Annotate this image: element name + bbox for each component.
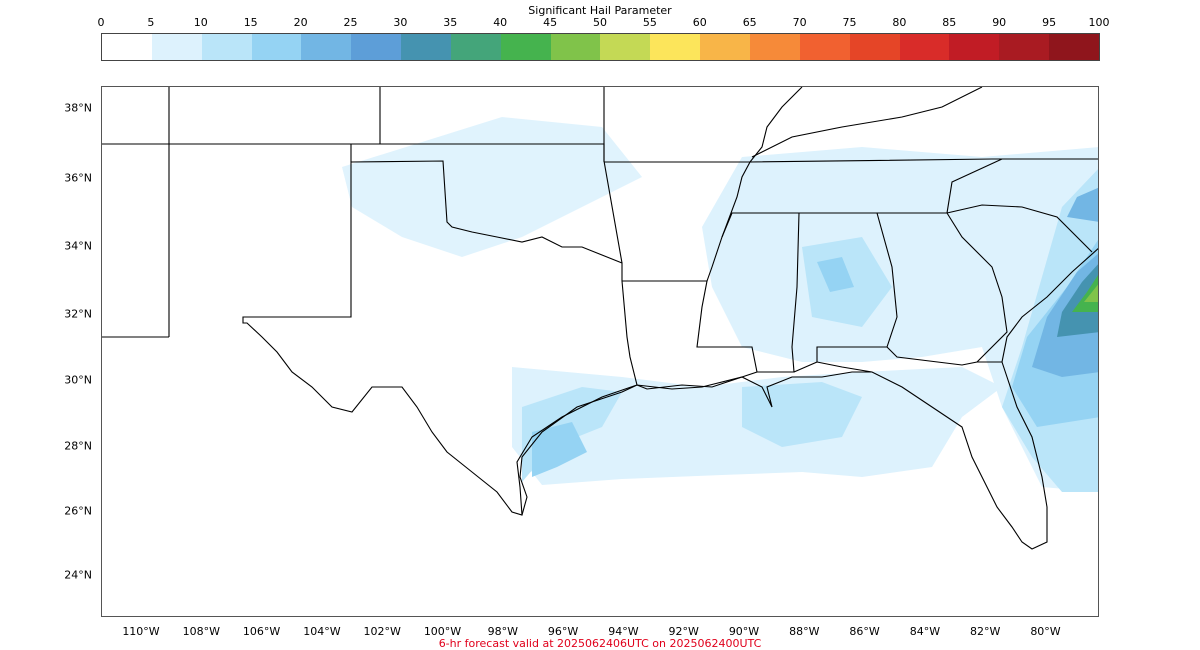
colorbar-tick-label: 75: [842, 16, 857, 29]
colorbar-tick-label: 5: [147, 16, 155, 29]
nc-va-line: [946, 158, 1003, 214]
lat-label: 38°N: [64, 101, 92, 115]
colorbar-tick-label: 65: [742, 16, 757, 29]
forecast-footer: 6-hr forecast valid at 2025062406UTC on …: [438, 637, 762, 650]
colorbar-segment: [749, 34, 800, 60]
lat-label: 24°N: [64, 568, 92, 582]
lon-label: 110°W: [122, 625, 160, 638]
lon-label: 92°W: [668, 625, 699, 638]
lon-label: 102°W: [363, 625, 401, 638]
lat-label: 32°N: [64, 307, 92, 321]
colorbar-tick-label: 100: [1088, 16, 1110, 29]
colorbar-tick-label: 20: [293, 16, 308, 29]
colorbar-tick-label: 0: [97, 16, 105, 29]
lon-label: 104°W: [303, 625, 341, 638]
texas-border: [242, 160, 638, 516]
colorbar-segment: [1049, 34, 1099, 60]
lon-label: 106°W: [242, 625, 281, 638]
lon-label: 98°W: [487, 625, 518, 638]
colorbar-tick-label: 70: [792, 16, 807, 29]
colorbar-tick-label: 25: [343, 16, 358, 29]
colorbar-tick-label: 10: [193, 16, 208, 29]
colorbar-segment: [899, 34, 950, 60]
shade-plains-light: [342, 117, 642, 257]
colorbar-segment: [351, 34, 402, 60]
colorbar-segment: [102, 34, 152, 60]
colorbar-tick-labels: 0 5 10 15 20 25 30 35 40 45 50 55 60 65 70 75 80 85 90 95 10…: [97, 16, 1110, 32]
lat-label: 34°N: [64, 239, 92, 253]
colorbar-segment: [401, 34, 451, 60]
colorbar-segment: [849, 34, 900, 60]
lon-label: 100°W: [423, 625, 462, 638]
lon-label: 96°W: [547, 625, 579, 638]
tennessee-border: [749, 158, 1098, 163]
colorbar-tick-label: 30: [393, 16, 408, 29]
colorbar-segment: [301, 34, 352, 60]
lat-label: 30°N: [64, 373, 92, 387]
shade-nc-coast: [1067, 187, 1098, 222]
lon-label: 90°W: [728, 625, 760, 638]
map-frame: [101, 86, 1099, 617]
florida-border: [816, 361, 1048, 550]
map-svg: [102, 87, 1098, 550]
colorbar-segment: [799, 34, 850, 60]
colorbar: [101, 33, 1100, 61]
kentucky-border: [751, 87, 983, 158]
shade-atlantic-4: [1057, 264, 1098, 337]
lon-label: 84°W: [909, 625, 941, 638]
sc-nc-border: [946, 204, 1093, 253]
colorbar-tick-label: 40: [493, 16, 508, 29]
lon-label: 80°W: [1030, 625, 1061, 638]
colorbar-segment: [999, 34, 1050, 60]
arkansas-border: [604, 161, 751, 282]
colorbar-tick-label: 85: [942, 16, 957, 29]
shade-atlantic-5: [1072, 275, 1098, 312]
lon-label: 108°W: [182, 625, 220, 638]
shade-al-core: [817, 257, 854, 292]
ks-line: [102, 143, 352, 162]
colorbar-tick-label: 15: [243, 16, 258, 29]
colorbar-segment: [151, 34, 202, 60]
lon-label: 88°W: [789, 625, 820, 638]
lat-label: 36°N: [64, 171, 92, 185]
shade-tx-core: [532, 422, 587, 477]
georgia-border: [877, 212, 1008, 366]
colorbar-segment: [251, 34, 302, 60]
colorbar-tick-label: 55: [642, 16, 657, 29]
colorbar-segment: [450, 34, 501, 60]
colorbar-segment: [500, 34, 551, 60]
boundaries: [102, 87, 1098, 550]
lat-label: 28°N: [64, 439, 92, 453]
shade-atlantic-6: [1084, 284, 1098, 302]
lon-label: 86°W: [849, 625, 880, 638]
lat-label: 26°N: [64, 504, 92, 518]
hail-shading: [342, 117, 1098, 492]
colorbar-tick-label: 60: [692, 16, 707, 29]
colorbar-segment: [600, 34, 651, 60]
colorbar-tick-label: 80: [892, 16, 907, 29]
colorbar-tick-label: 45: [543, 16, 558, 29]
alabama-border: [793, 212, 898, 373]
colorbar-segment: [700, 34, 750, 60]
gulf-coast-detail: [516, 371, 872, 516]
colorbar-segment: [949, 34, 1000, 60]
shade-la-coast: [742, 382, 862, 447]
atlantic-coast: [1001, 248, 1098, 363]
shade-southeast-light: [702, 147, 1098, 492]
colorbar-tick-label: 95: [1042, 16, 1057, 29]
mo-line: [749, 87, 803, 163]
colorbar-segment: [201, 34, 252, 60]
colorbar-segment: [550, 34, 601, 60]
lon-label: 94°W: [608, 625, 639, 638]
lon-label: 82°W: [970, 625, 1001, 638]
colorbar-segment: [650, 34, 701, 60]
colorbar-tick-label: 50: [593, 16, 607, 29]
colorbar-tick-label: 35: [443, 16, 458, 29]
colorbar-title: Significant Hail Parameter: [528, 4, 672, 17]
colorbar-tick-label: 90: [992, 16, 1007, 29]
